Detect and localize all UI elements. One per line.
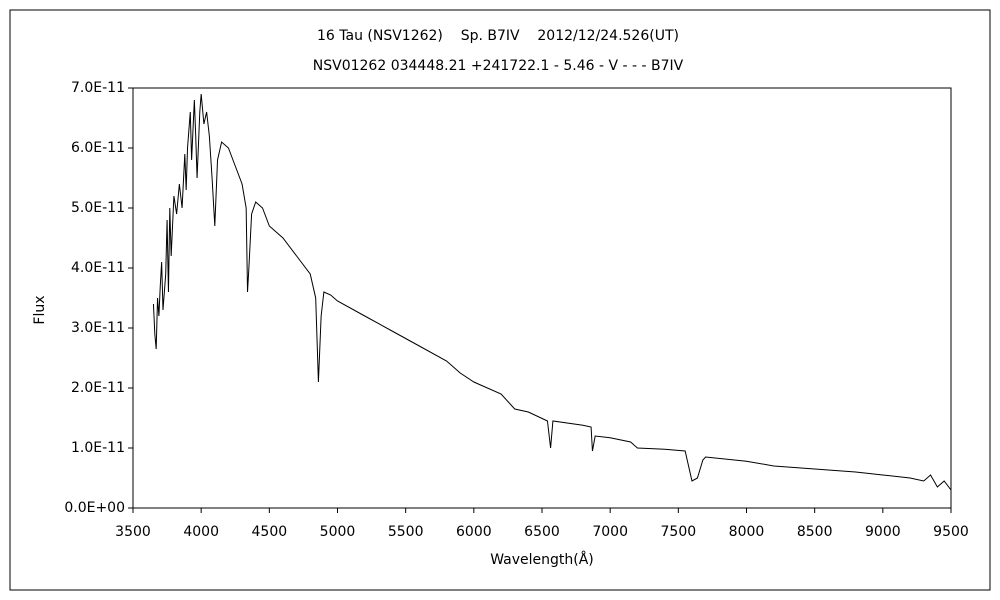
x-tick-label: 3500 [115, 524, 151, 540]
y-tick-label: 0.0E+00 [64, 500, 125, 516]
x-tick-label: 9000 [865, 524, 901, 540]
x-tick-label: 4500 [252, 524, 288, 540]
chart-subtitle: NSV01262 034448.21 +241722.1 - 5.46 - V … [313, 58, 684, 74]
x-tick-label: 7500 [661, 524, 697, 540]
x-tick-label: 6500 [524, 524, 560, 540]
x-tick-label: 5000 [320, 524, 356, 540]
x-tick-label: 9500 [933, 524, 969, 540]
y-tick-label: 6.0E-11 [71, 140, 125, 156]
x-tick-label: 7000 [592, 524, 628, 540]
y-tick-label: 2.0E-11 [71, 380, 125, 396]
x-tick-label: 6000 [456, 524, 492, 540]
spectrum-line [152, 93, 952, 491]
y-axis-label: Flux [32, 295, 48, 324]
chart-title: 16 Tau (NSV1262) Sp. B7IV 2012/12/24.526… [317, 28, 679, 44]
y-tick-label: 1.0E-11 [71, 440, 125, 456]
x-tick-label: 4000 [183, 524, 219, 540]
y-tick-label: 5.0E-11 [71, 200, 125, 216]
x-tick-label: 8500 [797, 524, 833, 540]
frame [9, 9, 991, 591]
x-tick-label: 5500 [388, 524, 424, 540]
y-tick-label: 7.0E-11 [71, 80, 125, 96]
x-axis-label: Wavelength(Å) [490, 551, 594, 568]
y-tick-label: 3.0E-11 [71, 320, 125, 336]
x-tick-label: 8000 [729, 524, 765, 540]
y-tick-label: 4.0E-11 [71, 260, 125, 276]
